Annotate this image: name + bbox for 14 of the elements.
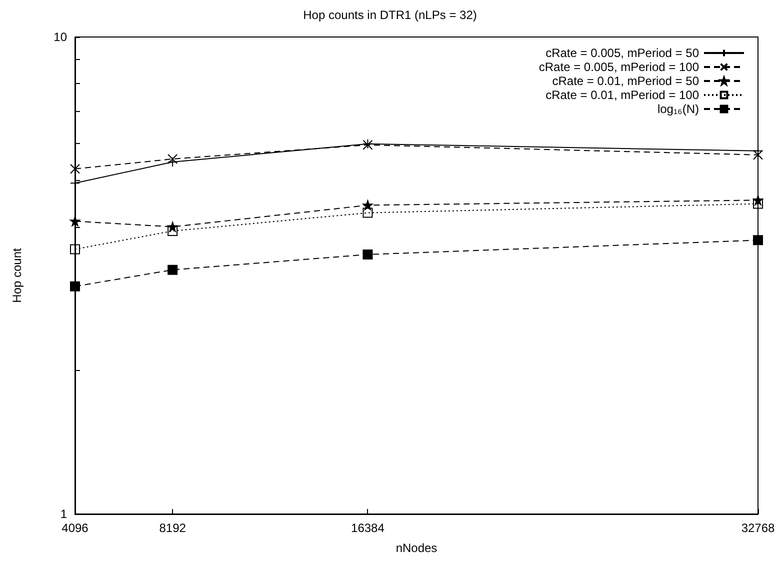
x-tick-label: 4096 [62, 521, 89, 535]
y-axis-title: Hop count [10, 247, 24, 303]
x-tick-label: 16384 [351, 521, 385, 535]
legend-label: cRate = 0.01, mPeriod = 100 [546, 88, 700, 102]
legend-label: log₁₆(N) [657, 102, 699, 116]
x-axis-title: nNodes [396, 541, 438, 555]
chart-title: Hop counts in DTR1 (nLPs = 32) [303, 8, 477, 22]
x-tick-label: 32768 [741, 521, 776, 535]
y-tick-label: 10 [54, 30, 68, 44]
x-tick-label: 8192 [159, 521, 186, 535]
legend-label: cRate = 0.01, mPeriod = 50 [552, 74, 700, 88]
legend-label: cRate = 0.005, mPeriod = 100 [538, 60, 700, 74]
y-tick-label: 1 [60, 507, 68, 521]
legend-label: cRate = 0.005, mPeriod = 50 [546, 46, 700, 60]
